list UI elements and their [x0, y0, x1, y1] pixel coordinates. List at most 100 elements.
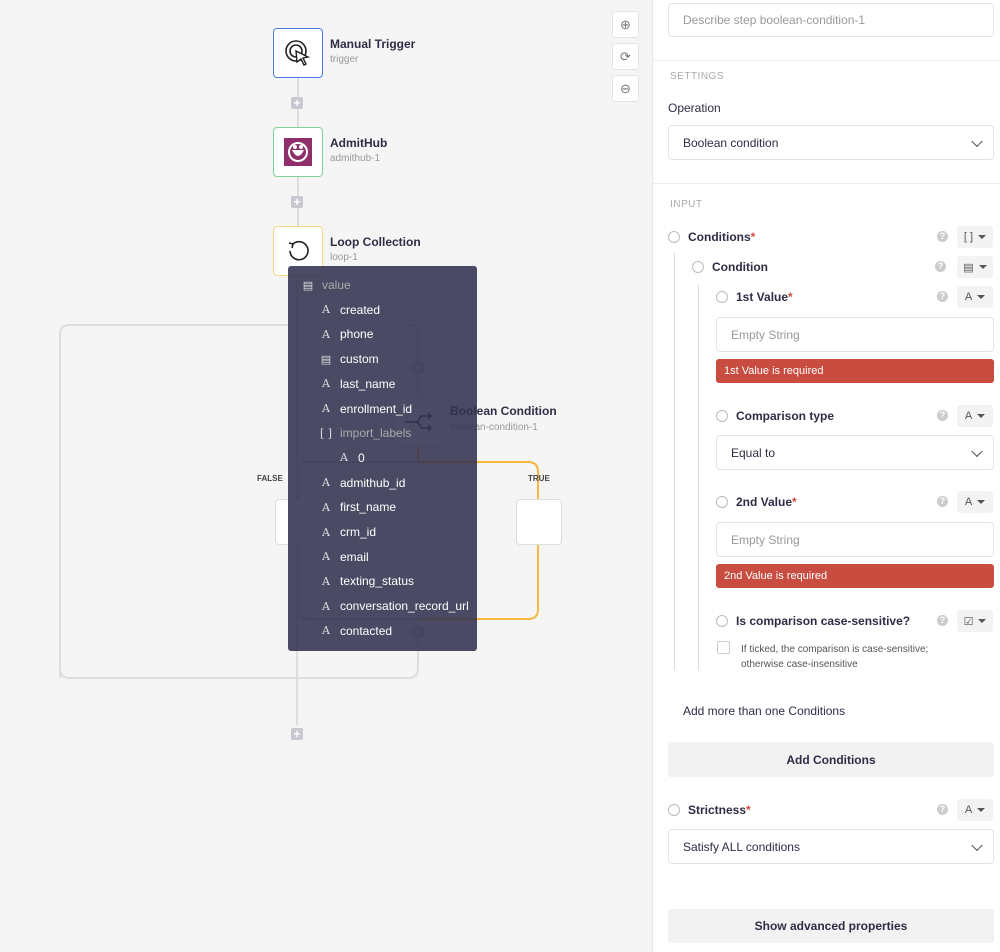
menu-item-label: email [340, 549, 369, 564]
text-icon: A [322, 303, 330, 317]
node-title: AdmitHub [330, 136, 388, 150]
second-value-input[interactable]: Empty String [716, 522, 994, 557]
table-icon: ▤ [320, 352, 332, 366]
second-value-label: 2nd Value * [716, 495, 797, 509]
radio-button[interactable] [668, 231, 680, 243]
text-icon: A [964, 496, 973, 508]
strictness-label: Strictness * [668, 803, 751, 817]
tree-line [698, 285, 699, 670]
chevron-down-icon [971, 445, 983, 457]
help-icon[interactable]: ? [937, 804, 948, 815]
text-icon: A [964, 291, 973, 303]
node-title: Manual Trigger [330, 37, 416, 51]
caret-down-icon [977, 808, 986, 812]
caret-down-icon [978, 619, 987, 623]
radio-button[interactable] [716, 615, 728, 627]
add-step-button[interactable]: + [291, 196, 303, 208]
operation-select[interactable]: Boolean condition [668, 125, 994, 160]
text-icon: A [322, 476, 330, 490]
zoom-in-button[interactable]: ⊕ [612, 11, 639, 38]
first-value-label: 1st Value * [716, 290, 793, 304]
branch-false-label: FALSE [257, 474, 283, 483]
input-section-label: INPUT [670, 199, 703, 210]
comparison-type-select[interactable]: Equal to [716, 435, 994, 470]
menu-item-label: last_name [340, 376, 396, 391]
menu-item-label: first_name [340, 500, 397, 515]
strictness-select[interactable]: Satisfy ALL conditions [668, 829, 994, 864]
menu-item-label: 0 [358, 450, 365, 465]
caret-down-icon [977, 295, 986, 299]
first-value-input[interactable]: Empty String [716, 317, 994, 352]
help-icon[interactable]: ? [937, 496, 948, 507]
radio-button[interactable] [668, 804, 680, 816]
node-title: Loop Collection [330, 235, 421, 249]
menu-item-label: enrollment_id [340, 401, 413, 416]
type-selector-object[interactable]: ▤ [957, 256, 993, 278]
help-icon[interactable]: ? [937, 615, 948, 626]
divider [653, 183, 1000, 184]
menu-item-value[interactable]: ▤ value [300, 274, 351, 296]
type-selector-boolean[interactable]: ☑ [957, 610, 993, 632]
workflow-canvas[interactable]: Manual Trigger trigger + AdmitHub admith… [0, 0, 652, 952]
help-icon[interactable]: ? [937, 291, 948, 302]
node-manual-trigger[interactable] [273, 28, 323, 78]
radio-button[interactable] [716, 496, 728, 508]
caret-down-icon [978, 235, 987, 239]
operation-value: Boolean condition [683, 135, 779, 150]
type-selector-text[interactable]: A [957, 799, 993, 821]
condition-label: Condition [692, 260, 768, 274]
array-icon: [ ] [963, 231, 974, 243]
strictness-value: Satisfy ALL conditions [683, 839, 800, 854]
add-step-button[interactable]: + [291, 97, 303, 109]
case-sensitive-help: If ticked, the comparison is case-sensit… [741, 644, 929, 670]
menu-item-import-labels[interactable]: [ ] import_labels [318, 422, 411, 444]
menu-item-custom[interactable]: ▤ custom [318, 348, 379, 370]
operation-label: Operation [668, 101, 721, 115]
type-selector-array[interactable]: [ ] [957, 226, 993, 248]
add-step-button[interactable]: + [291, 728, 303, 740]
help-icon[interactable]: ? [935, 261, 946, 272]
text-icon: A [322, 402, 330, 415]
show-advanced-button[interactable]: Show advanced properties [668, 909, 994, 943]
menu-item-label: texting_status [340, 574, 415, 589]
caret-down-icon [978, 265, 987, 269]
case-sensitive-checkbox[interactable] [717, 641, 730, 654]
description-input[interactable]: Describe step boolean-condition-1 [668, 3, 994, 37]
zoom-out-icon: ⊖ [620, 80, 631, 96]
table-icon: ▤ [302, 278, 314, 292]
menu-item-label: conversation_record_url [340, 599, 469, 614]
radio-button[interactable] [692, 261, 704, 273]
zoom-out-button[interactable]: ⊖ [612, 75, 639, 102]
type-selector-text[interactable]: A [957, 405, 993, 427]
radio-button[interactable] [716, 410, 728, 422]
text-icon: A [322, 327, 330, 341]
add-conditions-button[interactable]: Add Conditions [668, 742, 994, 777]
checkbox-icon: ☑ [963, 615, 974, 628]
radio-button[interactable] [716, 291, 728, 303]
help-icon[interactable]: ? [937, 231, 948, 242]
type-selector-text[interactable]: A [957, 286, 993, 308]
node-admithub[interactable] [273, 127, 323, 177]
type-selector-text[interactable]: A [957, 491, 993, 513]
reset-view-button[interactable]: ⟳ [612, 43, 639, 70]
help-icon[interactable]: ? [937, 410, 948, 421]
menu-item-label: contacted [340, 623, 393, 638]
text-icon: A [340, 451, 348, 465]
text-icon: A [322, 377, 330, 391]
true-branch-placeholder[interactable] [516, 499, 562, 545]
table-icon: ▤ [963, 261, 974, 274]
comparison-type-label: Comparison type [716, 409, 834, 423]
